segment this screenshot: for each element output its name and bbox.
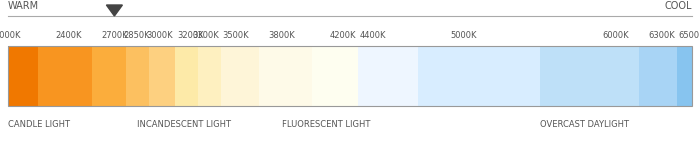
Bar <box>312 46 358 106</box>
Text: 6000K: 6000K <box>603 31 629 40</box>
Bar <box>639 46 677 106</box>
Text: 2400K: 2400K <box>55 31 82 40</box>
Text: FLUORESCENT LIGHT: FLUORESCENT LIGHT <box>281 120 370 129</box>
Text: 2850K: 2850K <box>124 31 150 40</box>
Bar <box>540 46 639 106</box>
Text: OVERCAST DAYLIGHT: OVERCAST DAYLIGHT <box>540 120 629 129</box>
Text: 2700K: 2700K <box>101 31 127 40</box>
Text: 2000K: 2000K <box>0 31 21 40</box>
Bar <box>198 46 220 106</box>
Bar <box>677 46 692 106</box>
Text: 3300K: 3300K <box>193 31 219 40</box>
Text: 4200K: 4200K <box>329 31 356 40</box>
Text: CANDLE LIGHT: CANDLE LIGHT <box>8 120 70 129</box>
Text: INCANDESCENT LIGHT: INCANDESCENT LIGHT <box>137 120 231 129</box>
Text: 6300K: 6300K <box>648 31 675 40</box>
Text: 3800K: 3800K <box>268 31 295 40</box>
Bar <box>148 46 175 106</box>
Text: 3500K: 3500K <box>223 31 249 40</box>
Bar <box>92 46 126 106</box>
Bar <box>175 46 198 106</box>
Bar <box>8 46 692 106</box>
Text: 4400K: 4400K <box>360 31 386 40</box>
Bar <box>419 46 540 106</box>
Bar <box>38 46 92 106</box>
Bar <box>220 46 259 106</box>
Text: COOL: COOL <box>664 1 692 11</box>
Text: 5000K: 5000K <box>451 31 477 40</box>
Bar <box>8 46 38 106</box>
Bar <box>259 46 312 106</box>
Bar <box>358 46 419 106</box>
Polygon shape <box>106 5 122 16</box>
Text: WARM: WARM <box>8 1 39 11</box>
Bar <box>126 46 148 106</box>
Text: 3000K: 3000K <box>147 31 174 40</box>
Text: 3200K: 3200K <box>177 31 204 40</box>
Text: 6500K: 6500K <box>679 31 700 40</box>
